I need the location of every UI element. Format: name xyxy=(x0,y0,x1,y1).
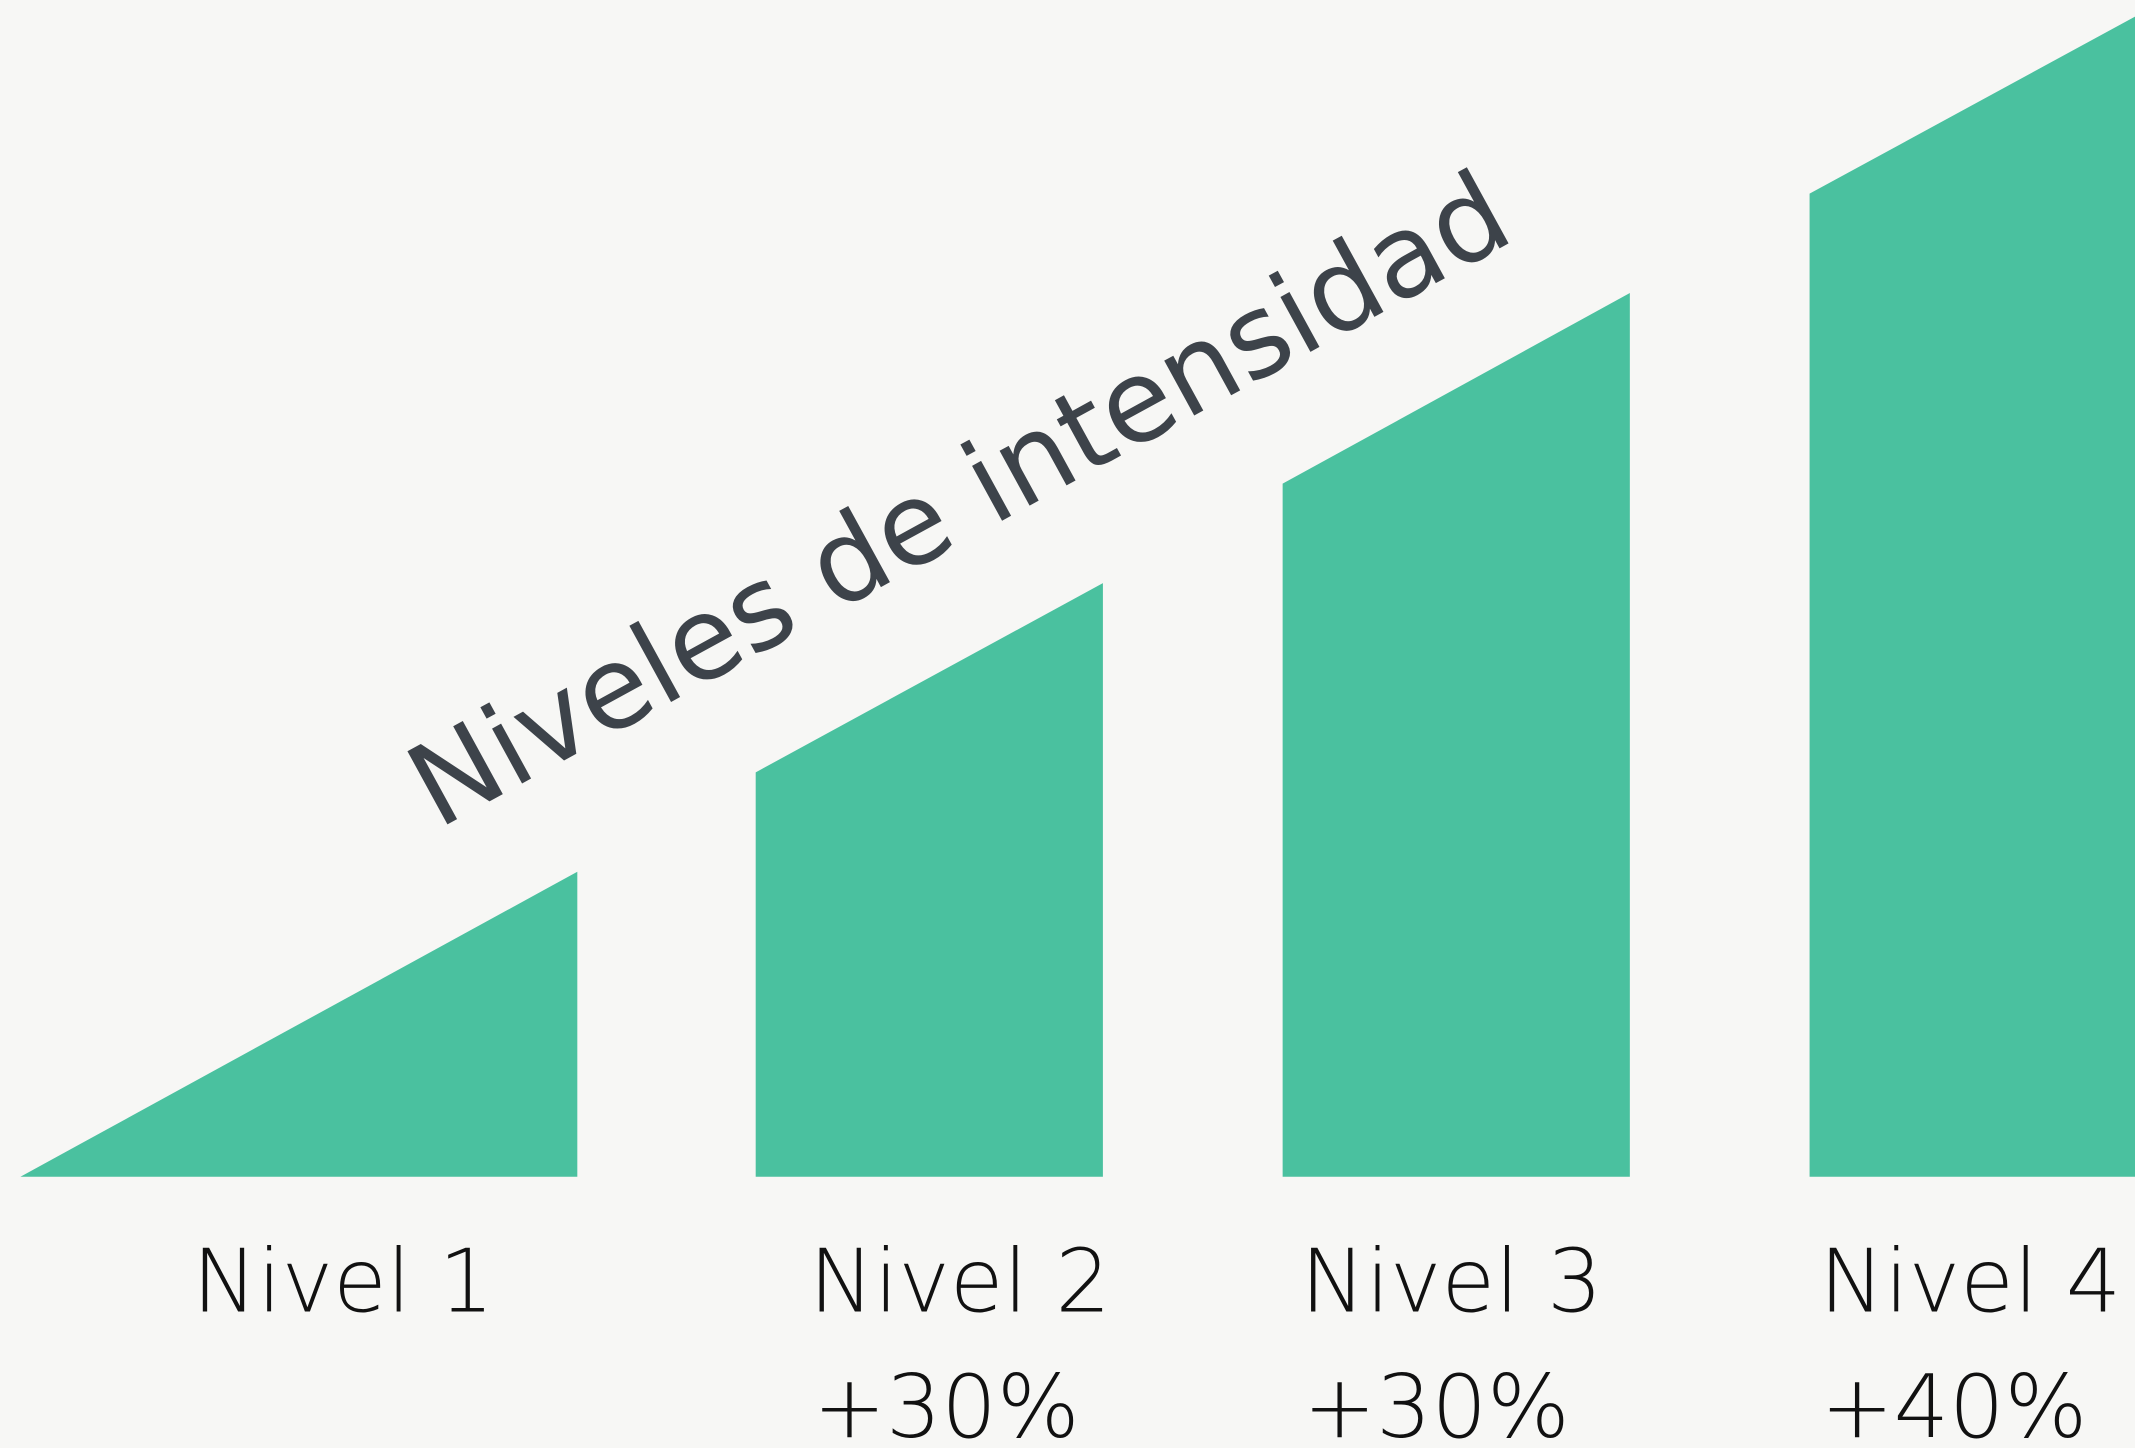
level-shape xyxy=(20,871,578,1177)
level-shape xyxy=(755,583,1103,1177)
level-increase: +30% xyxy=(813,1356,1080,1448)
level-increase: +40% xyxy=(1821,1356,2088,1448)
level-increase: +30% xyxy=(1303,1356,1570,1448)
level-shape xyxy=(1282,293,1630,1177)
level-label: Nivel 2 xyxy=(809,1231,1111,1333)
level-label: Nivel 3 xyxy=(1301,1231,1603,1333)
level-label: Nivel 4 xyxy=(1819,1231,2121,1333)
level-shape xyxy=(1809,16,2135,1177)
level-label: Nivel 1 xyxy=(192,1231,494,1333)
